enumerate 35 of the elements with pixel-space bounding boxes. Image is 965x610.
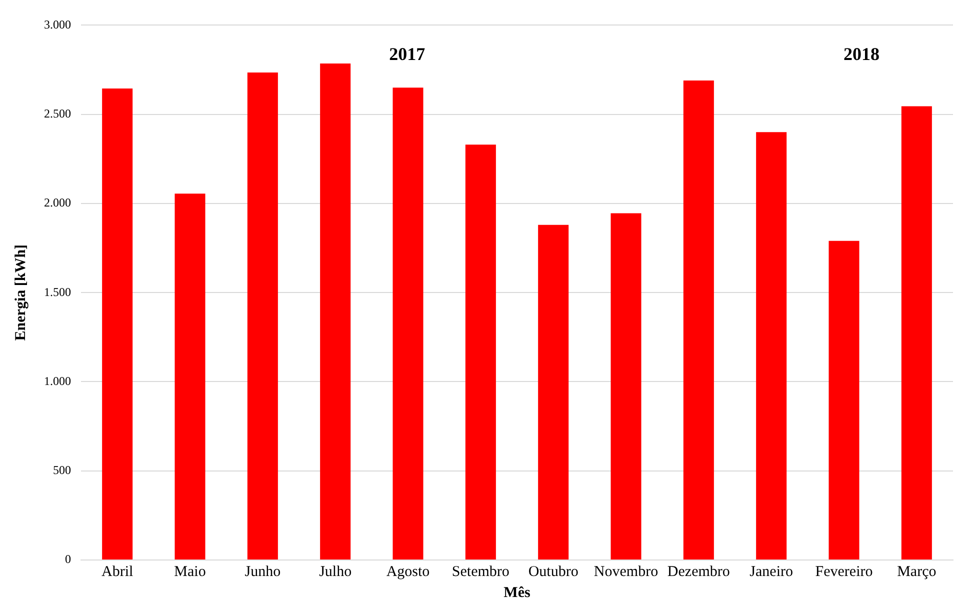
y-axis-title: Energia [kWh] — [12, 244, 29, 341]
bar — [538, 224, 569, 560]
annotation: 2018 — [843, 44, 880, 64]
x-tick-label: Novembro — [594, 564, 658, 580]
x-axis-title: Mês — [504, 584, 530, 601]
bar — [828, 240, 860, 560]
y-tick-label: 2.000 — [44, 196, 71, 210]
bar — [174, 194, 206, 560]
bar — [465, 144, 496, 560]
y-tick-label: 1.500 — [44, 284, 71, 299]
x-tick-label: Julho — [319, 564, 352, 580]
y-tick-label: 500 — [53, 463, 71, 478]
x-tick-label: Junho — [244, 564, 281, 580]
bar — [102, 88, 133, 560]
annotation: 2017 — [389, 44, 426, 64]
x-tick-label: Abril — [101, 564, 134, 580]
y-tick-label: 1.000 — [44, 374, 71, 388]
y-tick-label: 0 — [65, 552, 71, 566]
bar — [610, 213, 642, 560]
x-tick-label: Agosto — [386, 564, 430, 580]
x-tick-label: Setembro — [452, 564, 510, 580]
x-tick-label: Março — [897, 564, 936, 580]
bar — [756, 132, 787, 560]
x-tick-label: Outubro — [528, 564, 578, 580]
x-tick-label: Janeiro — [750, 564, 793, 580]
x-tick-label: Dezembro — [667, 564, 730, 580]
bar — [683, 80, 714, 560]
bar — [320, 64, 351, 560]
y-tick-label: 3.000 — [44, 17, 71, 32]
bar — [247, 72, 278, 560]
bar — [392, 88, 424, 560]
x-tick-label: Fevereiro — [815, 564, 873, 580]
y-tick-label: 2.500 — [44, 106, 71, 120]
bar — [901, 106, 932, 560]
x-tick-label: Maio — [174, 564, 206, 580]
